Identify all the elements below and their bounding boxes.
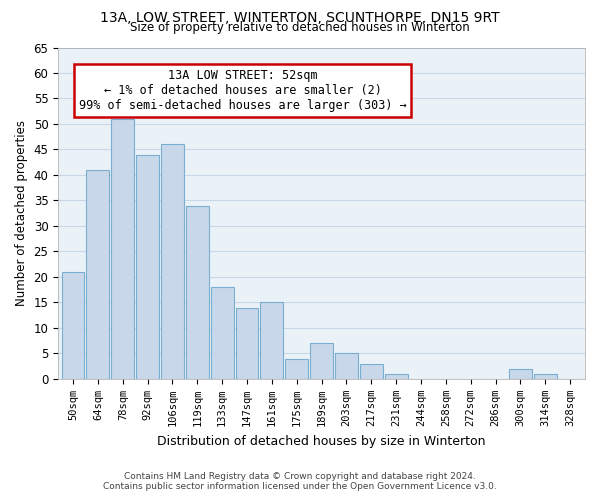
Bar (285, 358, 308, 379)
Text: Size of property relative to detached houses in Winterton: Size of property relative to detached ho… (130, 22, 470, 35)
Bar (385, 374, 407, 379)
Bar (534, 374, 557, 379)
Bar (112, 119, 134, 379)
Bar (236, 308, 259, 379)
Bar (136, 154, 159, 379)
Bar (260, 302, 283, 379)
Bar (310, 344, 333, 379)
Bar (161, 144, 184, 379)
Bar (86, 170, 109, 379)
Bar (509, 368, 532, 379)
Text: 13A, LOW STREET, WINTERTON, SCUNTHORPE, DN15 9RT: 13A, LOW STREET, WINTERTON, SCUNTHORPE, … (100, 11, 500, 25)
Text: Contains HM Land Registry data © Crown copyright and database right 2024.
Contai: Contains HM Land Registry data © Crown c… (103, 472, 497, 491)
Text: 13A LOW STREET: 52sqm
← 1% of detached houses are smaller (2)
99% of semi-detach: 13A LOW STREET: 52sqm ← 1% of detached h… (79, 69, 406, 112)
Bar (62, 272, 85, 379)
Bar (186, 206, 209, 379)
Bar (211, 287, 233, 379)
Y-axis label: Number of detached properties: Number of detached properties (15, 120, 28, 306)
Bar (360, 364, 383, 379)
X-axis label: Distribution of detached houses by size in Winterton: Distribution of detached houses by size … (157, 434, 486, 448)
Bar (335, 354, 358, 379)
